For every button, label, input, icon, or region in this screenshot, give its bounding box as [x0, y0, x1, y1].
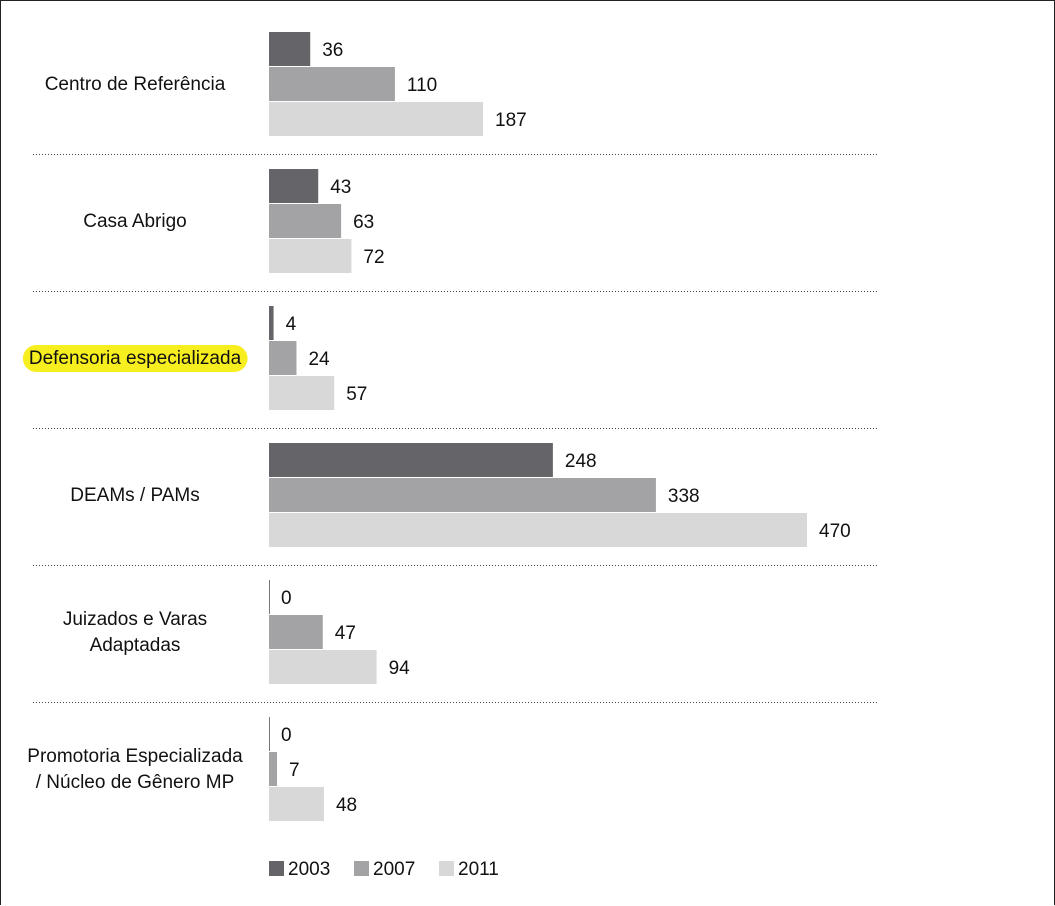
bar: [269, 239, 352, 273]
bar: [269, 306, 274, 340]
category-label: Centro de Referência: [45, 74, 226, 95]
data-label: 63: [353, 212, 374, 233]
data-label: 36: [322, 40, 343, 61]
data-label: 110: [407, 75, 437, 96]
bar: [269, 204, 342, 238]
legend-label: 2003: [288, 859, 330, 880]
legend-label: 2007: [373, 859, 415, 880]
category-highlight: [22, 345, 248, 372]
bar: [269, 513, 807, 547]
data-label: 24: [308, 349, 330, 370]
bar: [269, 102, 484, 136]
category-label: Juizados e Varas: [63, 609, 207, 630]
data-label: 47: [335, 623, 356, 644]
category-label: Promotoria Especializada: [27, 746, 243, 767]
data-label: 72: [363, 247, 384, 268]
data-label: 248: [565, 451, 597, 472]
data-label: 48: [336, 795, 357, 816]
bar: [269, 67, 395, 101]
legend-label: 2011: [458, 859, 499, 880]
legend-swatch: [269, 861, 284, 876]
data-label: 43: [330, 177, 351, 198]
bar: [269, 752, 278, 786]
legend-swatch: [439, 861, 454, 876]
bar: [269, 169, 319, 203]
category-label: / Núcleo de Gênero MP: [36, 772, 235, 793]
bar: [269, 650, 377, 684]
category-label: Adaptadas: [90, 635, 181, 656]
bar: [269, 376, 335, 410]
bar: [269, 341, 297, 375]
legend-swatch: [354, 861, 369, 876]
data-label: 0: [281, 588, 292, 609]
data-label: 94: [389, 658, 411, 679]
bar: [269, 443, 553, 477]
bar: [269, 615, 323, 649]
category-label: Casa Abrigo: [83, 211, 187, 232]
bar: [269, 478, 656, 512]
data-label: 4: [286, 314, 297, 335]
category-label: DEAMs / PAMs: [70, 485, 200, 506]
category-label: Defensoria especializada: [29, 348, 242, 369]
data-label: 187: [495, 110, 527, 131]
data-label: 470: [819, 521, 851, 542]
data-label: 338: [668, 486, 700, 507]
data-label: 57: [346, 384, 367, 405]
bar: [269, 32, 311, 66]
bar: [269, 787, 324, 821]
data-label: 0: [281, 725, 292, 746]
data-label: 7: [289, 760, 300, 781]
